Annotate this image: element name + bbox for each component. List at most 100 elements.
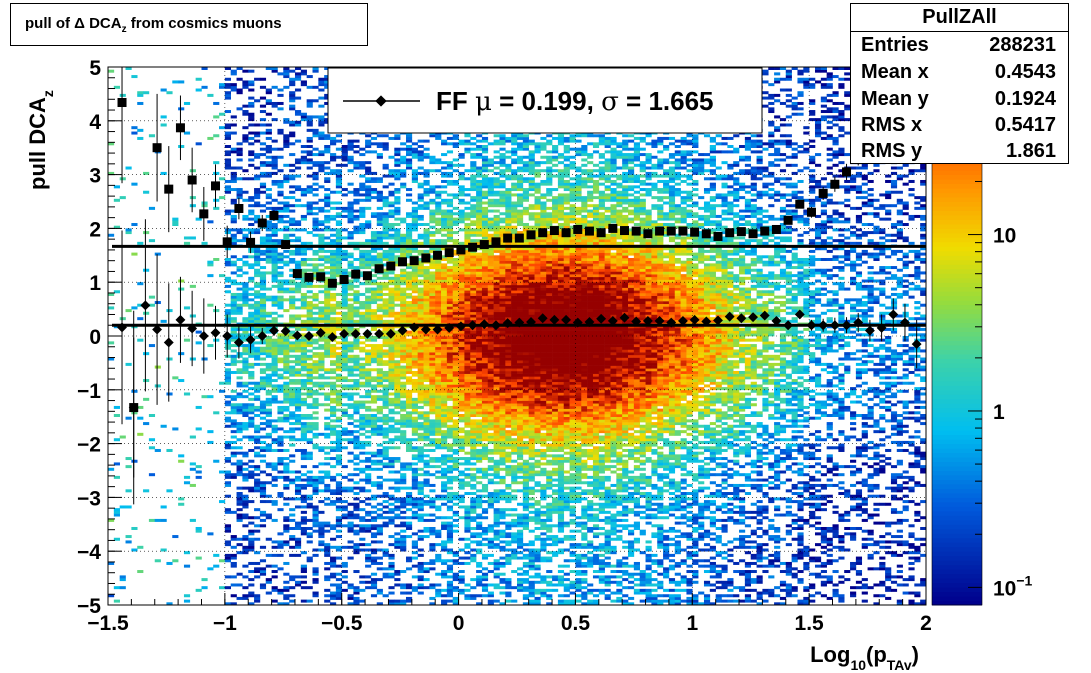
heat-cell (452, 169, 459, 173)
heat-cell (324, 279, 331, 283)
heat-cell (370, 548, 378, 552)
heat-cell (335, 247, 343, 251)
heat-cell (441, 516, 448, 520)
heat-cell (359, 319, 366, 323)
heat-cell (370, 551, 378, 555)
heat-cell (224, 231, 231, 235)
heat-cell (400, 545, 407, 549)
heat-cell (417, 457, 424, 461)
heat-cell (289, 104, 296, 108)
heat-cell (353, 198, 360, 202)
heat-cell (394, 247, 401, 251)
heat-cell (458, 198, 465, 202)
heat-cell (370, 594, 378, 598)
heat-cell (370, 177, 378, 181)
heat-cell (388, 209, 395, 213)
heat-cell (324, 392, 331, 396)
heat-cell (423, 362, 430, 366)
heat-cell (429, 422, 436, 426)
heat-cell (347, 145, 354, 148)
heat-cell (259, 204, 267, 208)
heat-cell (423, 354, 430, 358)
heat-cell (441, 389, 448, 393)
heat-cell (370, 424, 378, 428)
heat-cell (394, 438, 401, 442)
heat-cell (341, 387, 348, 391)
heat-cell (382, 134, 389, 138)
heat-cell (335, 548, 343, 552)
heat-cell (154, 559, 161, 563)
heat-cell (335, 596, 343, 600)
heat-cell (429, 287, 436, 291)
heat-cell (470, 349, 477, 353)
heat-cell (230, 370, 237, 374)
heat-cell (429, 247, 436, 251)
heat-cell (236, 424, 243, 428)
heat-cell (359, 516, 366, 520)
heat-cell (464, 139, 471, 143)
heat-cell (376, 236, 383, 240)
heat-cell (370, 427, 378, 431)
heat-cell (429, 365, 436, 369)
heat-cell (417, 435, 424, 439)
heat-cell (312, 578, 319, 582)
heat-cell (277, 72, 284, 76)
heat-cell (318, 475, 325, 479)
heat-cell (289, 414, 296, 417)
heat-cell (230, 510, 237, 514)
heat-cell (464, 365, 471, 369)
heat-cell (400, 486, 407, 490)
heat-cell (394, 516, 401, 520)
heat-cell (324, 473, 331, 477)
heat-cell (224, 179, 231, 183)
heat-cell (353, 419, 360, 423)
heat-cell (353, 344, 360, 348)
heat-cell (411, 505, 418, 509)
heat-cell (108, 292, 115, 296)
heat-cell (388, 306, 395, 310)
heat-cell (382, 446, 389, 450)
heat-cell (289, 360, 296, 364)
heat-cell (341, 368, 348, 372)
heat-cell (265, 327, 272, 331)
heat-cell (359, 524, 366, 528)
heat-cell (464, 292, 471, 296)
heat-cell (452, 424, 459, 428)
heat-cell (183, 101, 191, 105)
heat-cell (382, 274, 389, 278)
heat-cell (224, 510, 231, 514)
heat-cell (441, 395, 448, 399)
heat-cell (300, 354, 307, 358)
heat-cell (283, 475, 290, 479)
heat-cell (265, 411, 272, 415)
heat-cell (400, 247, 407, 251)
heat-cell (230, 561, 237, 565)
heat-cell (330, 252, 337, 256)
heat-cell (405, 405, 413, 409)
heat-cell (306, 301, 313, 305)
heat-cell (359, 249, 366, 253)
heat-cell (242, 486, 249, 490)
heat-cell (259, 276, 267, 280)
heat-cell (195, 588, 202, 592)
heat-cell (417, 438, 424, 442)
heat-cell (446, 276, 454, 280)
heat-cell (283, 354, 290, 358)
heat-cell (446, 397, 454, 401)
heat-cell (370, 419, 378, 423)
heat-cell (259, 352, 267, 356)
heat-cell (470, 451, 477, 455)
heat-cell (411, 467, 418, 471)
heat-cell (370, 532, 378, 536)
heat-cell (265, 580, 272, 584)
heat-cell (324, 354, 331, 358)
heat-cell (294, 475, 302, 479)
heat-cell (131, 131, 138, 135)
heat-cell (306, 247, 313, 251)
heat-cell (365, 169, 372, 173)
heat-cell (417, 362, 424, 366)
heat-cell (148, 344, 156, 348)
heat-cell (394, 397, 401, 401)
heat-cell (446, 295, 454, 299)
heat-cell (353, 446, 360, 450)
